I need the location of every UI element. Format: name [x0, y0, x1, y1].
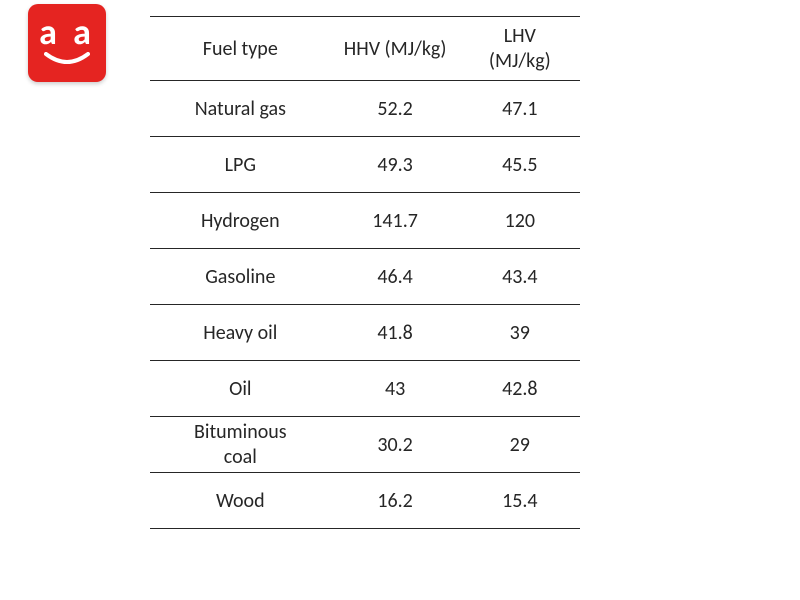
- table-body: Natural gas 52.2 47.1 LPG 49.3 45.5 Hydr…: [150, 81, 580, 529]
- fuel-heating-value-table: Fuel type HHV (MJ/kg) LHV (MJ/kg) Natura…: [150, 16, 580, 529]
- cell-lhv: 15.4: [460, 473, 580, 529]
- cell-lhv: 47.1: [460, 81, 580, 137]
- col-header-fuel-type: Fuel type: [150, 17, 331, 81]
- cell-fuel: Natural gas: [150, 81, 331, 137]
- cell-hhv: 16.2: [331, 473, 460, 529]
- cell-fuel: Wood: [150, 473, 331, 529]
- cell-fuel: Hydrogen: [150, 193, 331, 249]
- cell-lhv: 45.5: [460, 137, 580, 193]
- cell-hhv: 43: [331, 361, 460, 417]
- table-row: Wood 16.2 15.4: [150, 473, 580, 529]
- table-header-row: Fuel type HHV (MJ/kg) LHV (MJ/kg): [150, 17, 580, 81]
- cell-fuel: Heavy oil: [150, 305, 331, 361]
- cell-fuel: LPG: [150, 137, 331, 193]
- cell-fuel: Bituminous coal: [150, 417, 331, 473]
- table-row: Oil 43 42.8: [150, 361, 580, 417]
- table-row: Natural gas 52.2 47.1: [150, 81, 580, 137]
- cell-lhv: 29: [460, 417, 580, 473]
- cell-hhv: 46.4: [331, 249, 460, 305]
- cell-fuel: Gasoline: [150, 249, 331, 305]
- col-header-hhv: HHV (MJ/kg): [331, 17, 460, 81]
- table: Fuel type HHV (MJ/kg) LHV (MJ/kg) Natura…: [150, 16, 580, 529]
- table-row: Heavy oil 41.8 39: [150, 305, 580, 361]
- cell-lhv: 42.8: [460, 361, 580, 417]
- col-header-lhv: LHV (MJ/kg): [460, 17, 580, 81]
- cell-lhv: 120: [460, 193, 580, 249]
- table-row: Hydrogen 141.7 120: [150, 193, 580, 249]
- cell-lhv: 43.4: [460, 249, 580, 305]
- cell-hhv: 141.7: [331, 193, 460, 249]
- brand-logo: a a: [28, 4, 106, 82]
- cell-fuel: Oil: [150, 361, 331, 417]
- table-row: Gasoline 46.4 43.4: [150, 249, 580, 305]
- cell-hhv: 41.8: [331, 305, 460, 361]
- table-row: LPG 49.3 45.5: [150, 137, 580, 193]
- cell-hhv: 52.2: [331, 81, 460, 137]
- smile-icon: [44, 52, 90, 66]
- cell-hhv: 30.2: [331, 417, 460, 473]
- logo-text: a a: [39, 14, 95, 50]
- cell-lhv: 39: [460, 305, 580, 361]
- table-row: Bituminous coal 30.2 29: [150, 417, 580, 473]
- cell-hhv: 49.3: [331, 137, 460, 193]
